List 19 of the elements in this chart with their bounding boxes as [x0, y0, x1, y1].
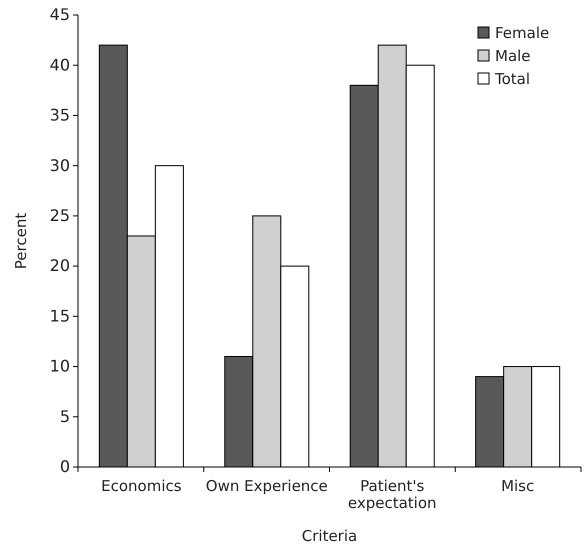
- y-axis-title: Percent: [12, 212, 30, 270]
- x-tick-label: Misc: [501, 477, 534, 495]
- y-tick-label: 15: [50, 306, 70, 326]
- x-axis-title: Criteria: [302, 527, 358, 545]
- y-tick-label: 25: [50, 206, 70, 226]
- y-tick-label: 35: [50, 106, 70, 125]
- y-tick-label: 20: [50, 256, 70, 276]
- y-tick-label: 5: [60, 406, 70, 426]
- legend-label: Total: [494, 70, 530, 88]
- legend-label: Female: [495, 24, 550, 42]
- x-tick-label: Own Experience: [206, 477, 328, 495]
- legend-label: Male: [495, 47, 531, 65]
- y-tick-label: 30: [50, 156, 70, 175]
- y-tick-label: 10: [50, 356, 70, 376]
- y-tick-label: 0: [60, 457, 70, 476]
- y-tick-label: 40: [50, 55, 70, 74]
- x-tick-label: Economics: [101, 477, 182, 495]
- y-tick-label: 45: [50, 5, 70, 24]
- x-tick-label: Patient's expectation: [348, 477, 437, 512]
